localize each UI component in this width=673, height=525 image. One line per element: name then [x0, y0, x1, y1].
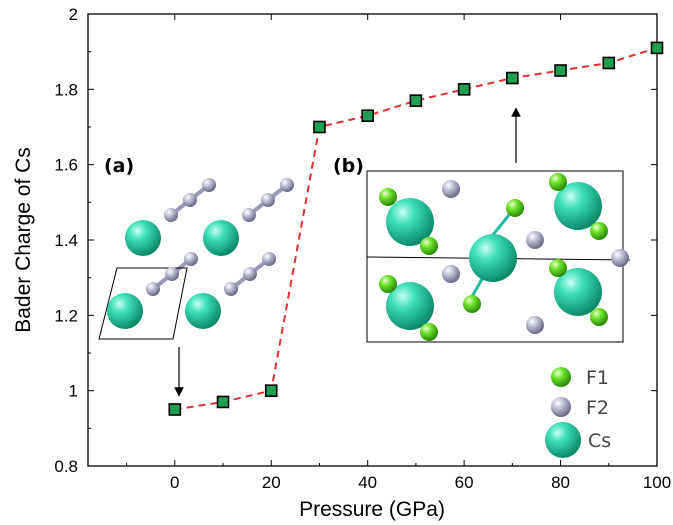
y-tick-label: 2: [69, 5, 78, 24]
data-point-marker: [602, 56, 616, 70]
data-point-marker: [216, 395, 230, 409]
x-tick-label: 60: [455, 473, 474, 492]
panel-label-a: (a): [104, 155, 134, 177]
x-tick-label: 100: [643, 473, 671, 492]
legend-f1-symbol: [551, 367, 571, 387]
f2-atom: [184, 252, 198, 266]
f2-atom: [243, 267, 257, 281]
y-tick-label: 0.8: [54, 457, 78, 476]
legend-f2-symbol: [551, 397, 571, 417]
f1-atom: [549, 259, 567, 277]
cs-atom: [185, 293, 221, 329]
x-tick-label: 80: [551, 473, 570, 492]
legend-cs-symbol: [545, 422, 581, 458]
f2-atom: [442, 265, 460, 283]
axes: 0 20 40 60 80 100 0.8 1 1.2 1.4 1.6 1.8 2: [54, 5, 671, 492]
cs-atom: [386, 282, 434, 330]
unit-cell-a: [98, 267, 188, 340]
legend-f2-label: F2: [586, 397, 609, 419]
f1-atom: [463, 295, 481, 313]
y-tick-label: 1.4: [54, 231, 78, 250]
y-tick-label: 1: [69, 382, 78, 401]
data-point-marker: [457, 83, 471, 96]
legend-f1-label: F1: [586, 367, 609, 389]
y-tick-label: 1.2: [54, 306, 78, 325]
f2-atom: [611, 249, 629, 267]
data-point-marker: [506, 71, 519, 85]
f1-atom: [379, 188, 397, 206]
data-point-marker: [313, 120, 326, 134]
f2-atom: [224, 282, 238, 296]
legend-cs-label: Cs: [588, 430, 611, 452]
f2-atom: [262, 252, 276, 266]
f2-atom: [164, 208, 178, 222]
data-point-marker: [409, 94, 423, 107]
f1-atom: [379, 275, 397, 293]
f1-atom: [590, 222, 608, 240]
cs-atom: [469, 234, 517, 282]
inset-b-structure: [366, 170, 631, 343]
f2-atom: [202, 178, 216, 192]
f2-atom: [442, 180, 460, 198]
data-point-marker: [361, 109, 374, 122]
x-axis-title: Pressure (GPa): [299, 498, 445, 521]
f1-atom: [506, 199, 524, 217]
f2-atom: [261, 193, 275, 207]
cs-atom: [107, 293, 143, 329]
x-tick-label: 20: [262, 473, 281, 492]
f2-atom: [526, 316, 544, 334]
f1-atom: [420, 323, 438, 341]
x-tick-label: 40: [358, 473, 377, 492]
inset-a-structure: [98, 178, 294, 340]
f1-atom: [549, 173, 567, 191]
f2-atom: [146, 282, 160, 296]
f1-atom: [590, 308, 608, 326]
data-series: [168, 41, 664, 416]
f2-atom: [280, 178, 294, 192]
f2-atom: [183, 193, 197, 207]
cs-atom: [554, 182, 602, 230]
cs-atom: [203, 220, 239, 256]
y-tick-label: 1.6: [54, 156, 78, 175]
f1-atom: [420, 237, 438, 255]
y-axis-title: Bader Charge of Cs: [12, 147, 35, 333]
cs-atom: [554, 268, 602, 316]
y-tick-label: 1.8: [54, 80, 78, 99]
data-point-marker: [168, 403, 182, 416]
series-line: [174, 46, 658, 411]
x-tick-label: 0: [170, 473, 179, 492]
f2-atom: [242, 208, 256, 222]
f2-atom: [165, 267, 179, 281]
data-point-marker: [264, 384, 278, 397]
f2-atom: [526, 231, 544, 249]
cs-atom: [386, 198, 434, 246]
cs-atom: [125, 220, 161, 256]
data-point-marker: [554, 64, 567, 77]
legend: F1 F2 Cs: [545, 367, 611, 458]
panel-label-b: (b): [333, 155, 364, 177]
data-point-marker: [650, 41, 664, 55]
